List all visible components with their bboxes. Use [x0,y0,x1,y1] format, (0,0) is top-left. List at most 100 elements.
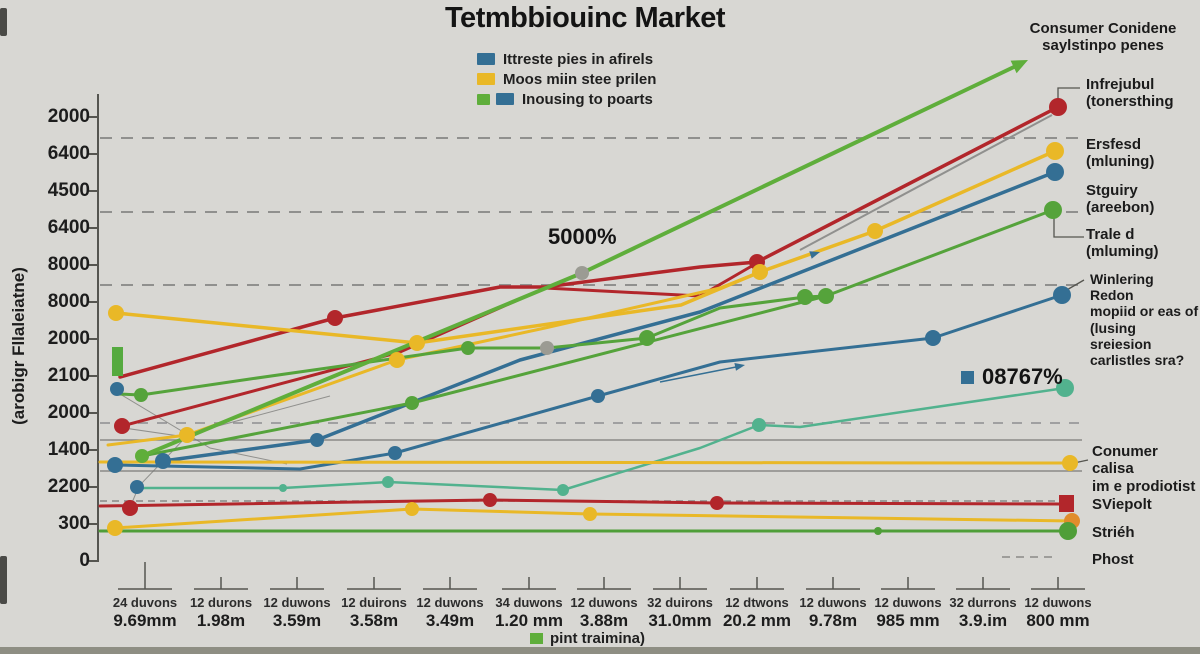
x-tick-label-period: 32 durrons [949,595,1017,610]
data-point [389,352,405,368]
legend-item: Moos miin stee prilen [477,69,656,89]
x-tick-label-value: 985 mm [876,611,940,630]
data-point [583,507,597,521]
edge-artifact [0,556,7,604]
legend-swatch-icon [477,73,495,85]
x-tick-label-value: 1.98m [196,611,246,630]
data-point [1059,522,1077,540]
green-bar-marker [112,347,123,376]
y-tick-label: 0 [79,550,90,571]
data-point [557,484,569,496]
y-tick-label: 2100 [47,365,90,386]
legend-item-label: Ittreste pies in afirels [503,50,654,68]
data-point [409,335,425,351]
data-point [867,223,883,239]
annotation-08767-text: 08767% [982,364,1063,389]
data-point [107,457,123,473]
right-label-ersfesd: Ersfesd (mluning) [1086,136,1155,171]
annotation-08767-percent: 08767% [961,364,1063,390]
data-point [575,266,589,280]
data-point [130,480,144,494]
y-tick-label: 2000 [47,402,90,423]
legend-item: Ittreste pies in afirels [477,49,656,69]
label-connector-line [1057,87,1080,99]
series-yellow-conumer-flat [98,460,1065,465]
series-blue-winlering [113,293,1064,471]
data-point [1062,455,1078,471]
data-point [591,389,605,403]
data-point [310,433,324,447]
series-green-traled [116,208,1055,397]
data-point [483,493,497,507]
data-point [1053,286,1071,304]
data-point [179,427,195,443]
data-point [405,396,419,410]
x-tick-label-value: 1.20 mm [494,611,564,630]
data-point [1046,163,1064,181]
arrowhead-icon [734,363,745,371]
edge-artifact [0,8,7,36]
x-tick-label-period: 12 duwons [263,595,331,610]
standalone-dot [110,382,124,396]
chart-title: Tetmbbiouinc Market [445,2,726,34]
right-label-infrejubul: Infrejubul (tonersthing [1086,76,1174,111]
data-point [797,289,813,305]
y-tick-label: 6400 [47,143,90,164]
legend-swatch-icon [961,370,974,384]
data-point [155,453,171,469]
series-red-sviepolt-flat [98,498,1064,508]
data-point-square [1059,495,1074,512]
y-tick-label: 1400 [47,439,90,460]
x-tick-label-period: 34 duwons [495,595,563,610]
x-tick-label-period: 12 dtwons [725,595,789,610]
x-tick-label-value: 3.9.im [958,611,1008,630]
data-point [710,496,724,510]
data-point [540,341,554,355]
arrowhead-icon [1010,60,1028,74]
y-tick-label: 2200 [47,476,90,497]
right-label-sviepolt: SViepolt [1092,496,1152,513]
y-tick-label: 2000 [47,106,90,127]
y-tick-label: 2000 [47,328,90,349]
x-tick-label-value: 3.58m [349,611,399,630]
y-tick-label: 4500 [47,180,90,201]
x-tick-label-period: 12 duirons [341,595,407,610]
x-tick-label-period: 12 duwons [874,595,942,610]
data-point [135,449,149,463]
series-teal-08767 [138,386,1067,492]
data-point [1046,142,1064,160]
data-point [1044,201,1062,219]
label-connector-line [1053,216,1084,238]
decor-line [799,114,1053,251]
bottom-edge-strip [0,647,1200,654]
legend-swatch-icon [477,53,495,65]
data-point [107,520,123,536]
right-label-phost: Phost [1092,551,1134,568]
data-point [752,418,766,432]
right-label-conumer-calisa: Conumer calisa im e prodiotist [1092,443,1196,495]
series-red-secondary [120,261,759,428]
data-point [461,341,475,355]
right-label-stguiry: Stguiry (areebon) [1086,182,1155,217]
decor-line [659,366,737,383]
x-tick-label-period: 12 duwons [799,595,867,610]
data-point [639,330,655,346]
right-label-consumer-conidene: Consumer Conidene saylstinpo penes [1029,20,1177,55]
data-point [122,500,138,516]
data-point [1049,98,1067,116]
x-tick-label-period: 12 duwons [416,595,484,610]
data-point [405,502,419,516]
data-point [108,305,124,321]
arrowhead-icon [809,251,820,259]
x-tick-label-period: 12 duwons [1024,595,1092,610]
x-tick-label-period: 32 duirons [647,595,713,610]
right-label-trale-d: Trale d (mluming) [1086,226,1159,261]
y-tick-label: 6400 [47,217,90,238]
data-point [925,330,941,346]
x-tick-label-value: 800 mm [1026,611,1090,630]
legend-item: Inousing to poarts [477,89,656,109]
x-tick-label-period: 12 duwons [570,595,638,610]
decor-line [119,393,288,465]
x-tick-label-value: 3.49m [425,611,475,630]
right-label-winlering: Winlering Redon mopiid or eas of (lusing… [1090,271,1199,369]
